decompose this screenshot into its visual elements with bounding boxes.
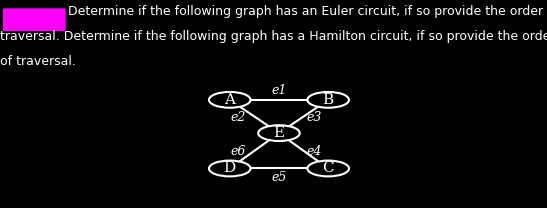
Text: e2: e2 — [230, 111, 246, 124]
Text: e3: e3 — [307, 111, 322, 124]
Text: e1: e1 — [271, 84, 287, 97]
Text: e4: e4 — [307, 145, 322, 158]
Text: of traversal.: of traversal. — [0, 55, 76, 68]
Text: A: A — [224, 93, 235, 107]
Text: e5: e5 — [271, 171, 287, 184]
Text: C: C — [322, 161, 334, 176]
Text: B: B — [323, 93, 334, 107]
Circle shape — [209, 161, 251, 176]
Text: traversal. Determine if the following graph has a Hamilton circuit, if so provid: traversal. Determine if the following gr… — [0, 30, 547, 43]
Text: E: E — [274, 126, 284, 140]
Circle shape — [209, 92, 251, 108]
Circle shape — [307, 92, 349, 108]
Circle shape — [258, 125, 300, 141]
Circle shape — [307, 161, 349, 176]
Text: Determine if the following graph has an Euler circuit, if so provide the order o: Determine if the following graph has an … — [68, 5, 547, 18]
Text: e6: e6 — [230, 145, 246, 158]
Text: D: D — [224, 161, 236, 176]
FancyBboxPatch shape — [3, 8, 66, 31]
